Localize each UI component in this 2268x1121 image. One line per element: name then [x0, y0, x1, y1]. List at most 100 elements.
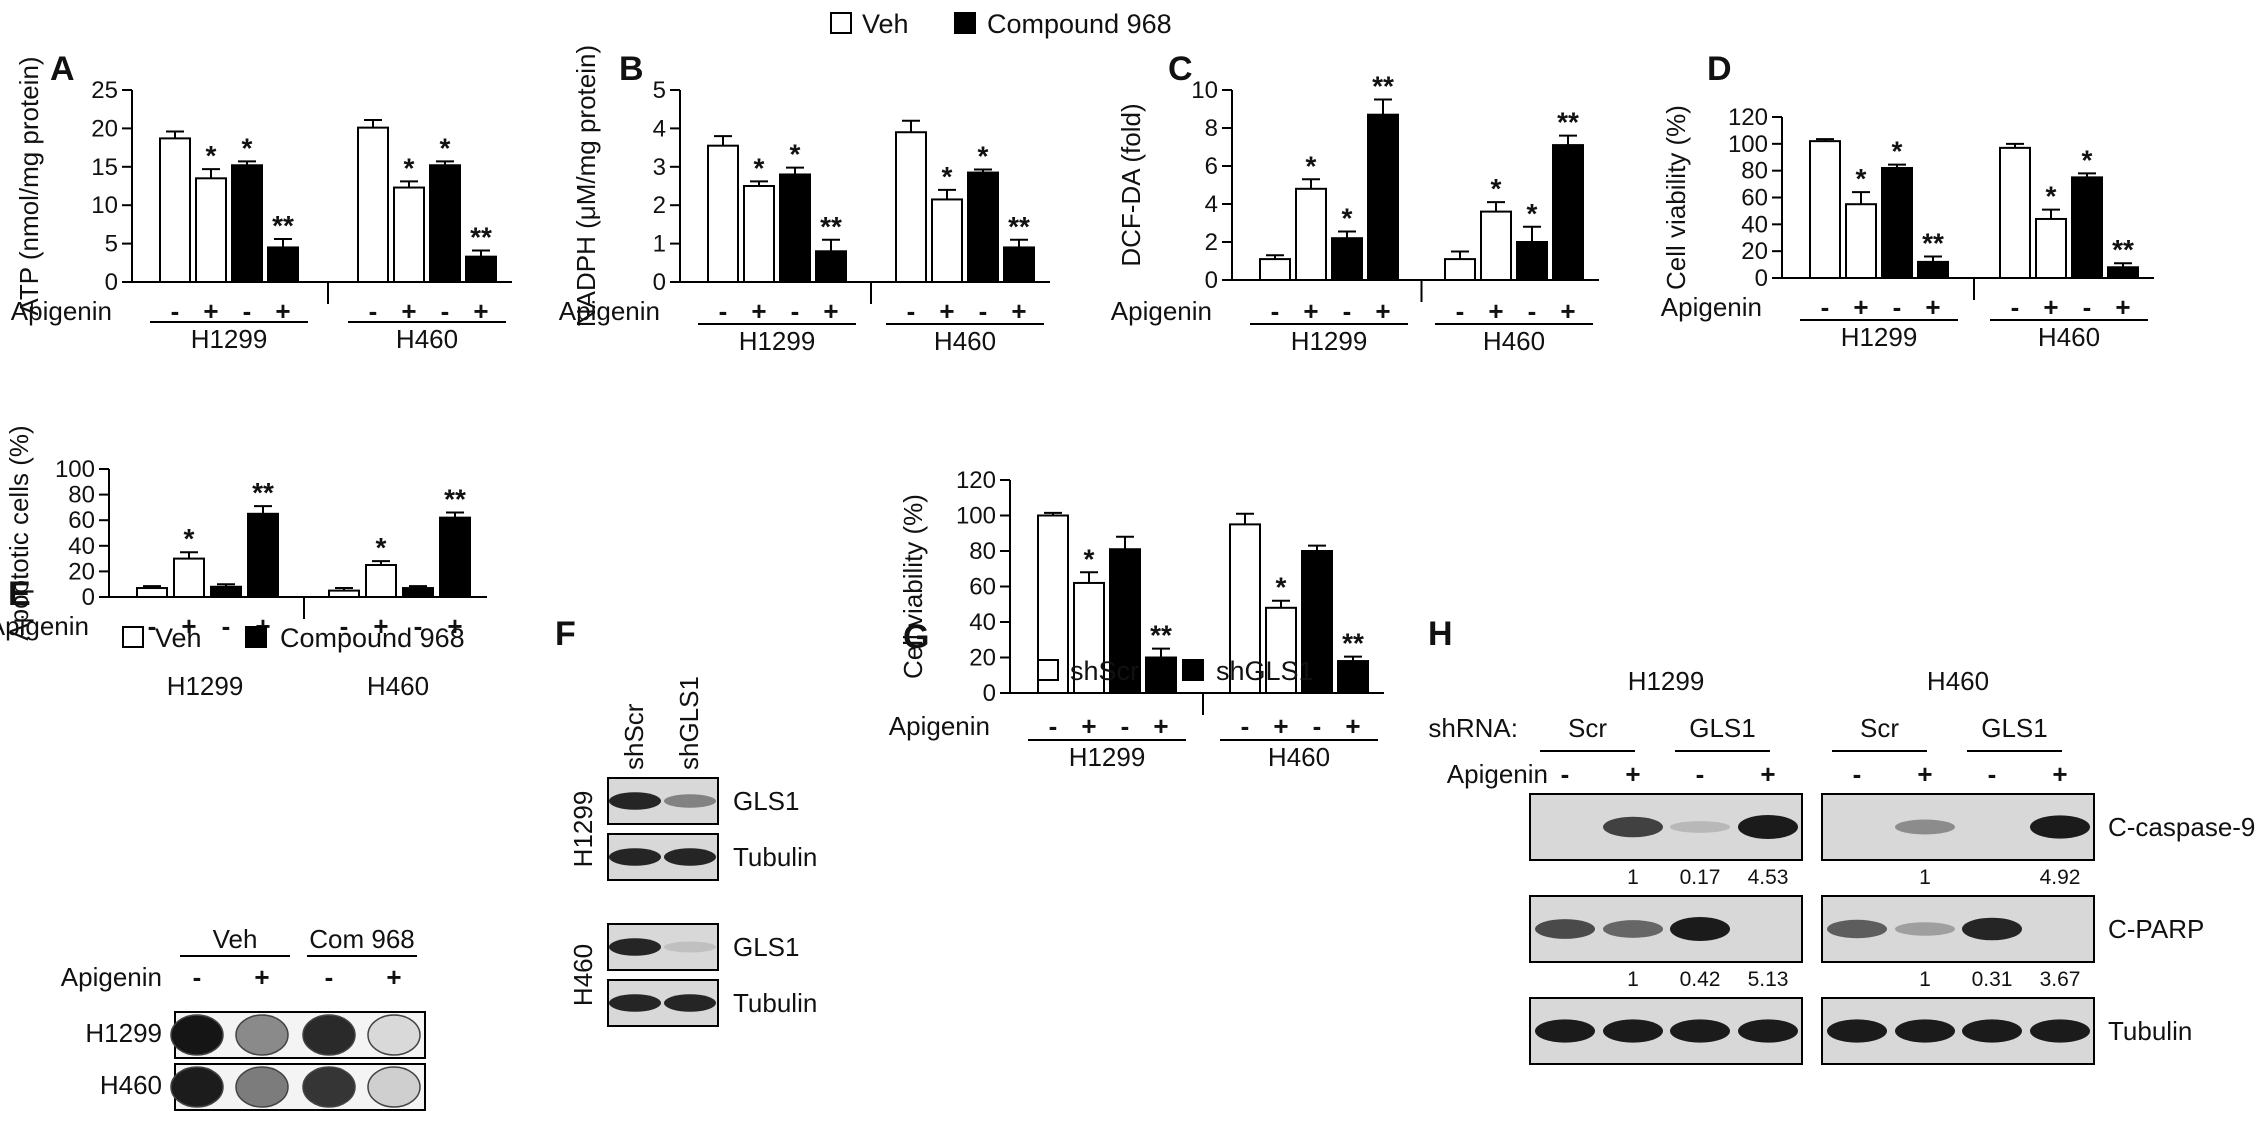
plate-row-label-h1299: H1299 [85, 1018, 162, 1048]
significance-e-h1299-2: * [184, 523, 195, 554]
y-tick-label-b-5: 5 [653, 77, 666, 104]
significance-d-h460-2: * [2046, 181, 2057, 212]
g-legend-shgls1-label: shGLS1 [1216, 656, 1314, 686]
significance-d-h1299-3: * [1892, 136, 1903, 167]
blot-h-band-c-caspase-9-h1299-2 [1603, 816, 1663, 838]
sign-c-h1299-2: + [1303, 296, 1318, 326]
significance-e-h460-2: * [376, 532, 387, 563]
blot-h-band-c-parp-h1299-2 [1603, 920, 1663, 938]
panel-letter-e: E [8, 575, 31, 613]
y-tick-label-e-80: 80 [68, 482, 95, 509]
blot-h-group-h460-scr: Scr [1860, 713, 1899, 743]
bar-g-h460-4 [1337, 660, 1369, 694]
bar-a-h460-3 [429, 164, 461, 284]
significance-a-h1299-4: ** [272, 210, 294, 241]
plate-well-h460-3 [302, 1066, 356, 1108]
significance-c-h1299-4: ** [1372, 71, 1394, 102]
bar-d-h460-3 [2071, 176, 2103, 279]
row-label-b: Apigenin [559, 296, 660, 326]
panel-e-cell-labels: H1299 H460 [167, 671, 429, 701]
sign-c-h1299-3: - [1343, 296, 1352, 326]
sign-e-h1299-3: - [222, 611, 231, 641]
bar-e-h460-4 [439, 516, 471, 599]
y-tick-label-c-8: 8 [1205, 115, 1218, 142]
sign-g-h1299-2: + [1081, 711, 1096, 741]
sign-b-h460-1: - [907, 296, 916, 326]
y-tick-label-e-0: 0 [82, 584, 95, 611]
group-label-b-h1299: H1299 [739, 326, 816, 356]
sign-d-h1299-4: + [1925, 292, 1940, 322]
bar-g-h460-2 [1265, 606, 1297, 694]
blot-h-sign-h1299-3: - [1696, 759, 1705, 789]
sign-a-h460-3: - [441, 296, 450, 326]
bar-a-h1299-3 [231, 164, 263, 284]
y-tick-label-e-60: 60 [68, 507, 95, 534]
y-tick-label-b-4: 4 [653, 115, 666, 142]
significance-d-h1299-2: * [1856, 163, 1867, 194]
bar-g-h460-3 [1301, 550, 1333, 694]
panel-letter-a: A [50, 50, 75, 88]
bar-a-h1299-4 [267, 246, 299, 284]
significance-c-h460-3: * [1527, 198, 1538, 229]
row-label-e: Apigenin [0, 611, 89, 641]
plate-sign-3: - [325, 962, 334, 992]
blot-h-quant-c-caspase-9-h1299-1: 1 [1627, 866, 1639, 889]
row-label-g: Apigenin [889, 711, 990, 741]
bar-d-h1299-2 [1845, 203, 1877, 279]
blot-f-band-h460-gls1-1 [609, 938, 661, 956]
blot-h-sign-h460-1: - [1853, 759, 1862, 789]
plate-well-h1299-1 [170, 1014, 224, 1056]
significance-a-h460-3: * [440, 132, 451, 163]
y-tick-label-d-100: 100 [1728, 131, 1768, 158]
significance-g-h1299-4: ** [1150, 620, 1172, 651]
blot-h-shrna-label: shRNA: [1428, 713, 1518, 743]
blot-h-band-tubulin-h460-4 [2030, 1019, 2090, 1043]
group-label-g-h1299: H1299 [1069, 742, 1146, 772]
plate-well-h1299-2 [235, 1014, 289, 1056]
blot-h-sign-h1299-2: + [1625, 759, 1640, 789]
plate-sign-1: - [193, 962, 202, 992]
plate-sign-4: + [386, 962, 401, 992]
plate-group-com968: Com 968 [309, 924, 415, 954]
chart-nadph: 0 1 2 3 4 5 NADPH (μM/mg protein)Apigenin - * + * -… [559, 45, 1050, 356]
blot-h-band-c-parp-h460-2 [1895, 922, 1955, 936]
panel-letter-c: C [1168, 50, 1193, 88]
blot-h-band-c-caspase-9-h1299-4 [1738, 815, 1798, 839]
bar-c-h460-1 [1444, 258, 1476, 282]
bar-e-h1299-1 [136, 587, 168, 598]
blot-h-sign-h1299-1: - [1561, 759, 1570, 789]
blot-h-sign-h1299-4: + [1760, 759, 1775, 789]
sign-c-h1299-4: + [1375, 296, 1390, 326]
blot-h-quant-c-caspase-9-h460-1: 1 [1919, 866, 1931, 889]
sign-b-h1299-1: - [719, 296, 728, 326]
group-label-d-h460: H460 [2038, 322, 2100, 352]
significance-g-h460-4: ** [1342, 628, 1364, 659]
bar-a-h460-2 [393, 186, 425, 283]
y-tick-label-g-20: 20 [969, 645, 996, 672]
plate-well-h1299-3 [302, 1014, 356, 1056]
sign-g-h460-1: - [1241, 711, 1250, 741]
sign-c-h1299-1: - [1271, 296, 1280, 326]
blot-h-band-c-caspase-9-h460-2 [1895, 819, 1955, 835]
y-tick-label-g-80: 80 [969, 538, 996, 565]
bar-a-h1299-2 [195, 177, 227, 284]
bar-g-h1299-4 [1145, 656, 1177, 694]
y-tick-label-c-0: 0 [1205, 267, 1218, 294]
blot-h-group-h1299-scr: Scr [1568, 713, 1607, 743]
blot-h-row-label: Apigenin [1447, 759, 1548, 789]
significance-b-h1299-3: * [790, 139, 801, 170]
y-axis-title-d: Cell viability (%) [1661, 105, 1691, 290]
y-tick-label-d-60: 60 [1741, 185, 1768, 212]
group-label-a-h1299: H1299 [191, 324, 268, 354]
y-tick-label-e-40: 40 [68, 533, 95, 560]
bar-d-h1299-1 [1809, 140, 1841, 279]
sign-d-h460-2: + [2043, 292, 2058, 322]
plate-well-h460-4 [367, 1066, 421, 1108]
y-tick-label-c-6: 6 [1205, 153, 1218, 180]
blot-f-column-shscr: shScr [619, 703, 649, 770]
panel-letter-h: H [1428, 615, 1453, 653]
sign-e-h460-4: + [447, 611, 462, 641]
sign-b-h460-2: + [939, 296, 954, 326]
bar-g-h1299-3 [1109, 548, 1141, 694]
